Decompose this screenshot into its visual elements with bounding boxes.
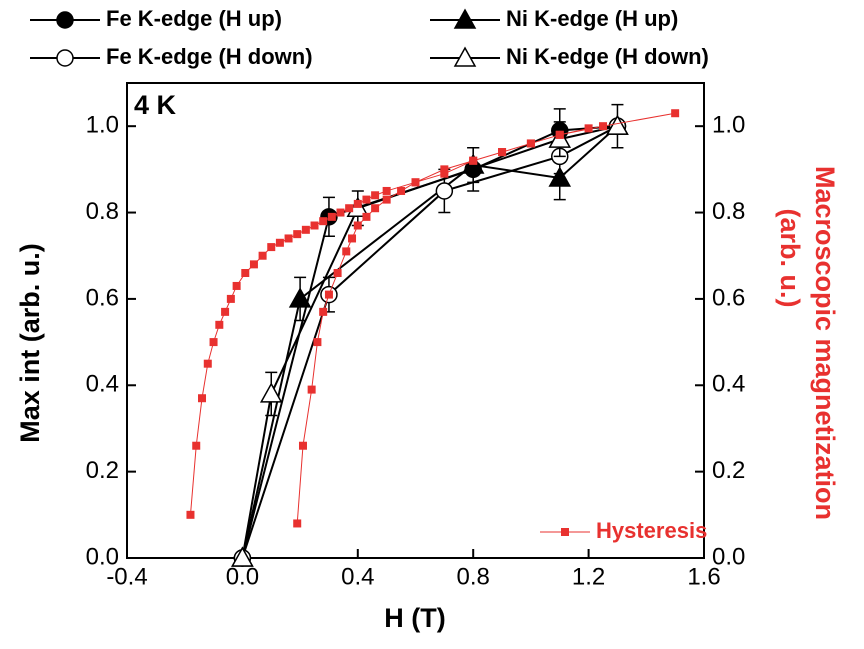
marker (555, 130, 564, 139)
marker (353, 199, 362, 208)
marker (440, 169, 449, 178)
series-line (241, 125, 618, 559)
marker (288, 287, 312, 308)
marker (469, 156, 478, 165)
annotation: 4 K (134, 90, 177, 120)
x-tick-label: 1.2 (572, 563, 605, 590)
marker (348, 234, 357, 243)
marker (319, 217, 328, 226)
y2-axis-label: Macroscopic magnetization (810, 166, 840, 520)
y2-tick-label: 0.0 (712, 543, 745, 570)
y2-tick-label: 0.2 (712, 457, 745, 484)
marker (293, 519, 302, 528)
legend-marker (561, 528, 569, 536)
marker (241, 269, 250, 277)
x-tick-label: 0.4 (341, 563, 374, 590)
marker (310, 221, 319, 230)
legend-label: Fe K-edge (H down) (106, 44, 313, 69)
marker (382, 195, 391, 204)
marker (526, 139, 535, 148)
marker (382, 186, 391, 195)
y2-tick-label: 1.0 (712, 112, 745, 139)
legend-marker (56, 49, 74, 67)
legend-label: Fe K-edge (H up) (106, 6, 282, 31)
marker (324, 290, 333, 299)
y-tick-label: 0.4 (86, 371, 119, 398)
marker (333, 269, 342, 277)
marker (440, 165, 449, 174)
marker (298, 441, 307, 450)
marker (371, 204, 380, 213)
marker (258, 251, 267, 260)
marker (232, 281, 241, 290)
y-tick-label: 0.2 (86, 457, 119, 484)
marker (362, 195, 371, 204)
marker (249, 260, 258, 269)
series-line (241, 125, 619, 559)
y2-tick-label: 0.4 (712, 371, 745, 398)
marker (221, 307, 230, 316)
marker (186, 510, 195, 519)
marker (267, 243, 276, 252)
legend-marker (453, 46, 477, 67)
marker (548, 166, 572, 187)
marker (498, 148, 507, 157)
marker (584, 124, 593, 133)
marker (192, 441, 201, 450)
marker (231, 546, 254, 567)
marker (198, 394, 207, 403)
marker (293, 230, 302, 239)
plot-frame (126, 82, 705, 559)
marker (599, 122, 608, 131)
legend-label: Hysteresis (596, 518, 707, 543)
marker (301, 225, 310, 234)
marker (259, 382, 283, 403)
marker (284, 234, 293, 243)
marker (327, 212, 336, 221)
marker (336, 208, 345, 217)
marker (313, 338, 322, 347)
marker (226, 294, 235, 303)
marker (371, 191, 380, 200)
marker (307, 385, 316, 394)
marker (435, 182, 454, 200)
marker (353, 221, 362, 230)
x-tick-label: 0.0 (226, 563, 259, 590)
x-tick-label: 1.6 (687, 563, 720, 590)
series-line (241, 125, 618, 559)
marker (362, 212, 371, 221)
x-axis-label: H (T) (384, 603, 445, 633)
y-tick-label: 1.0 (86, 112, 119, 139)
marker (215, 320, 224, 329)
marker (397, 186, 406, 195)
legend-label: Ni K-edge (H up) (506, 6, 678, 31)
y-tick-label: 0.6 (86, 284, 119, 311)
marker (411, 178, 420, 187)
x-tick-label: 0.8 (457, 563, 490, 590)
marker (671, 109, 680, 118)
marker (319, 307, 328, 316)
marker (606, 114, 629, 135)
y2-axis-label: (arb. u.) (775, 209, 805, 308)
y-axis-label: Max int (arb. u.) (15, 243, 45, 443)
y-tick-label: 0.8 (86, 198, 119, 225)
y-tick-label: 0.0 (86, 543, 119, 570)
y2-tick-label: 0.6 (712, 284, 745, 311)
x-tick-label: -0.4 (106, 563, 147, 590)
legend-marker (56, 11, 74, 29)
marker (275, 238, 284, 247)
marker (203, 359, 212, 368)
legend-marker (453, 8, 477, 29)
marker (342, 247, 351, 256)
marker (209, 338, 218, 347)
legend-label: Ni K-edge (H down) (506, 44, 709, 69)
series-line (241, 125, 618, 559)
y2-tick-label: 0.8 (712, 198, 745, 225)
marker (345, 204, 354, 213)
